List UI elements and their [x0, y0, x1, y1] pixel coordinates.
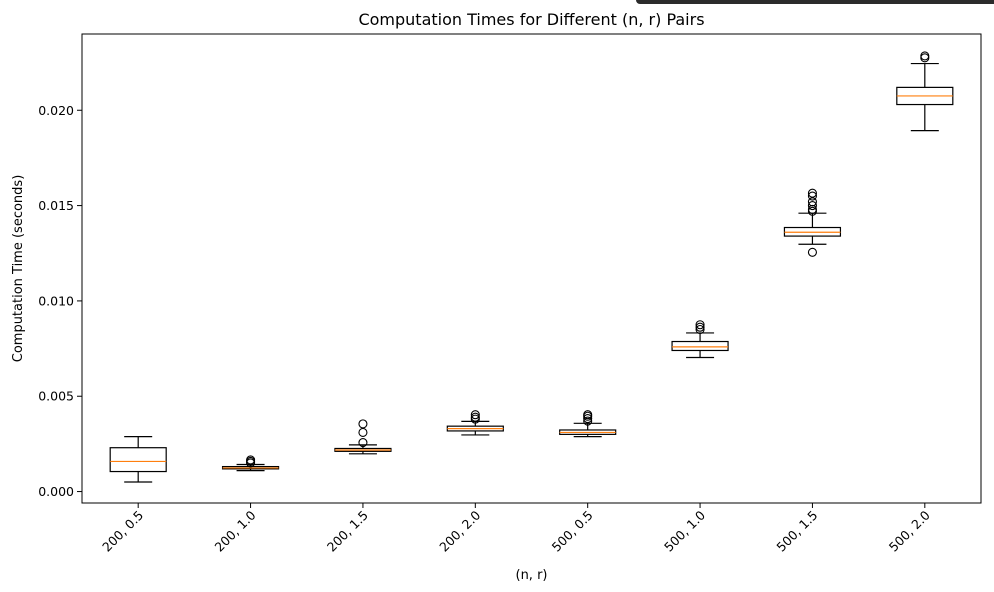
box-group	[783, 188, 842, 257]
x-tick-label: 500, 0.5	[549, 508, 596, 555]
outlier-point	[807, 247, 817, 257]
box-group	[334, 419, 392, 455]
y-tick-label: 0.005	[38, 389, 74, 404]
plot-area	[81, 33, 982, 504]
box-group	[446, 410, 504, 436]
box-group	[221, 455, 280, 472]
box	[109, 447, 167, 473]
outlier-point	[470, 412, 480, 422]
chart-title: Computation Times for Different (n, r) P…	[358, 10, 704, 29]
x-tick-label: 500, 1.0	[661, 507, 708, 554]
x-axis-label: (n, r)	[516, 568, 548, 583]
outlier-point	[470, 410, 480, 420]
box	[671, 340, 729, 352]
y-tick-label: 0.020	[38, 103, 74, 118]
outlier-point	[695, 324, 705, 335]
box-group	[109, 436, 167, 483]
window-edge	[636, 0, 994, 4]
outlier-point	[807, 201, 817, 211]
box-group	[671, 320, 729, 359]
y-axis-label: Computation Time (seconds)	[11, 175, 26, 363]
outlier-point	[807, 197, 817, 207]
outlier-point	[583, 410, 593, 420]
y-tick-label: 0.015	[38, 198, 74, 213]
x-axis: 200, 0.5 200, 1.0 200, 1.5 200, 2.0 500, 0.5…	[99, 503, 933, 555]
x-tick-label: 500, 2.0	[886, 507, 933, 554]
box-group	[896, 51, 954, 132]
box-group	[559, 410, 617, 438]
outlier-point	[246, 455, 256, 465]
outlier-point	[358, 419, 368, 429]
x-tick-label: 200, 1.0	[212, 507, 259, 554]
y-axis: 0.000 0.005 0.010 0.015 0.020	[38, 103, 82, 499]
x-tick-label: 200, 2.0	[436, 507, 483, 554]
outlier-point	[807, 191, 817, 201]
y-tick-label: 0.000	[38, 484, 74, 499]
outlier-point	[695, 322, 705, 332]
outlier-point	[583, 413, 593, 424]
outlier-point	[920, 51, 930, 61]
outlier-point	[807, 188, 817, 198]
x-tick-label: 200, 0.5	[99, 508, 146, 555]
x-tick-label: 200, 1.5	[324, 508, 371, 555]
x-tick-label: 500, 1.5	[773, 508, 820, 555]
box-series	[109, 51, 954, 483]
outlier-point	[358, 427, 368, 438]
outlier-point	[358, 438, 368, 448]
outlier-point	[583, 416, 593, 426]
outlier-point	[920, 53, 930, 63]
outlier-point	[695, 320, 705, 330]
y-tick-label: 0.010	[38, 293, 74, 308]
